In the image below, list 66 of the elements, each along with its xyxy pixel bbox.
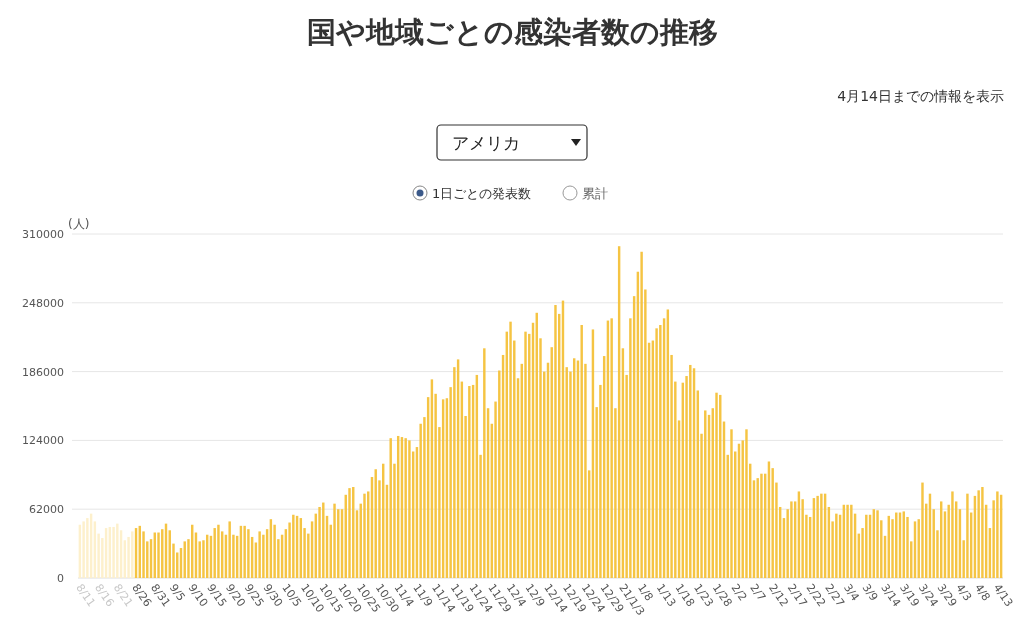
y-tick-label: 310000 (22, 228, 64, 241)
bar (258, 531, 261, 578)
bar (217, 524, 220, 578)
bar (247, 529, 250, 578)
bar (610, 318, 613, 578)
bar (554, 305, 557, 578)
chart-title: 国や地域ごとの感染者数の推移 (306, 15, 718, 49)
y-tick-label: 0 (57, 572, 64, 585)
bar (318, 506, 321, 578)
bar (112, 526, 115, 578)
bar (483, 348, 486, 578)
bar (408, 440, 411, 578)
bar (835, 513, 838, 578)
bar (981, 487, 984, 578)
bar (745, 429, 748, 578)
y-tick-label: 186000 (22, 365, 64, 379)
dropdown: アメリカ (436, 124, 588, 161)
bar (820, 493, 823, 578)
bar (977, 490, 980, 578)
bar (157, 532, 160, 578)
bar (509, 321, 512, 578)
bar (846, 504, 849, 578)
bar (404, 438, 407, 578)
bar (228, 521, 231, 578)
bar (966, 493, 969, 578)
bar (760, 473, 763, 578)
x-tick-label: 4/8 (972, 581, 993, 604)
bar (580, 324, 583, 578)
bar (640, 251, 643, 578)
bar (816, 495, 819, 578)
bar (655, 328, 658, 578)
bar (468, 386, 471, 578)
bar (116, 523, 119, 578)
bar (730, 429, 733, 578)
bar (524, 331, 527, 578)
y-tick-label: 124000 (22, 434, 64, 448)
bar (363, 493, 366, 578)
bar (951, 491, 954, 578)
bar (790, 501, 793, 578)
bar (756, 478, 759, 578)
text: 4月14日までの情報を表示 (837, 88, 1004, 104)
bar (86, 518, 89, 578)
bar (243, 525, 246, 578)
bar (131, 531, 134, 578)
bar (322, 502, 325, 578)
text: 1日ごとの発表数 (432, 186, 532, 201)
bar (348, 488, 351, 578)
bar (213, 528, 216, 578)
bar (82, 521, 85, 578)
bar (333, 503, 336, 578)
bar (292, 514, 295, 578)
bar (389, 438, 392, 578)
bar (921, 482, 924, 578)
bar (689, 364, 692, 578)
bar (876, 510, 879, 578)
x-tick-label: 3/9 (859, 581, 881, 604)
chart-subtitle: アメリカ (452, 133, 520, 153)
bar (715, 392, 718, 578)
text: 累計 (582, 186, 608, 201)
y-tick-label: 62000 (29, 503, 64, 517)
x-tick-label: 2/7 (747, 581, 769, 604)
bar (850, 504, 853, 578)
bar (865, 514, 868, 578)
bar (996, 491, 999, 578)
y-tick-label: 248000 (22, 296, 64, 310)
y-axis-title: (人) (68, 217, 90, 231)
